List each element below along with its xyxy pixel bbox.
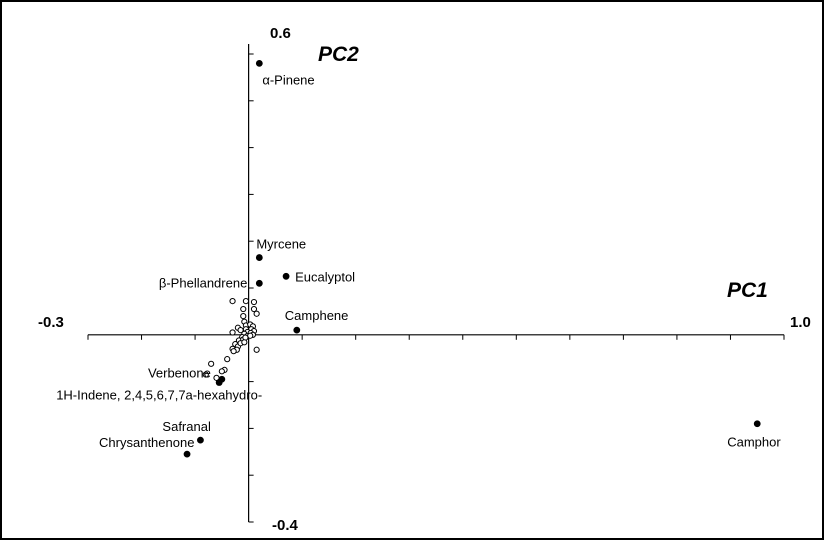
data-point-camphene: [293, 326, 301, 334]
data-point-chrysanthenone: [183, 450, 191, 458]
point-label-pinene: α-Pinene: [262, 72, 314, 87]
data-point-open: [230, 348, 237, 355]
y-axis-title: PC2: [318, 43, 359, 66]
x-max-label: 1.0: [790, 314, 811, 331]
point-label-1h-indene-2-4-5-6-7-7a-hexahydro: 1H-Indene, 2,4,5,6,7,7a-hexahydro-: [56, 388, 262, 403]
data-point-open: [202, 371, 209, 378]
y-min-label: -0.4: [272, 517, 299, 534]
data-point-myrcene: [255, 254, 263, 261]
data-point-1h-indene-2-4-5-6-7-7a-hexahydro: [215, 379, 223, 386]
point-label-camphor: Camphor: [727, 435, 781, 450]
data-point-open: [218, 368, 225, 375]
data-point-open: [250, 298, 258, 306]
point-label-chrysanthenone: Chrysanthenone: [99, 435, 194, 450]
data-point-eucalyptol: [282, 272, 290, 280]
point-label-myrcene: Myrcene: [256, 237, 306, 252]
point-label-eucalyptol: Eucalyptol: [295, 269, 355, 284]
data-point-camphor: [753, 420, 761, 428]
data-point-open: [240, 312, 247, 320]
point-label-verbenone: Verbenone: [148, 365, 211, 380]
data-point-pinene: [255, 59, 263, 67]
data-point-open: [241, 339, 248, 346]
data-points: [183, 59, 761, 458]
point-label-safranal: Safranal: [162, 419, 211, 434]
x-min-label: -0.3: [38, 314, 64, 331]
point-label-phellandrene: β-Phellandrene: [159, 275, 247, 290]
data-point-open: [240, 305, 247, 313]
point-label-camphene: Camphene: [285, 308, 349, 323]
x-axis-title: PC1: [727, 279, 768, 302]
data-point-open: [229, 329, 236, 336]
y-max-label: 0.6: [270, 25, 291, 42]
data-point-open: [253, 310, 260, 317]
data-point-open: [224, 356, 231, 363]
data-point-open: [208, 360, 215, 367]
data-point-open: [250, 305, 258, 313]
data-point-open: [253, 346, 260, 353]
data-point-safranal: [197, 436, 204, 444]
data-point-phellandrene: [255, 279, 263, 287]
data-point-open: [229, 298, 236, 305]
data-point-open: [242, 298, 250, 305]
point-labels: α-Pinene Myrcene Eucalyptol β-Phellandrene C…: [56, 72, 781, 450]
